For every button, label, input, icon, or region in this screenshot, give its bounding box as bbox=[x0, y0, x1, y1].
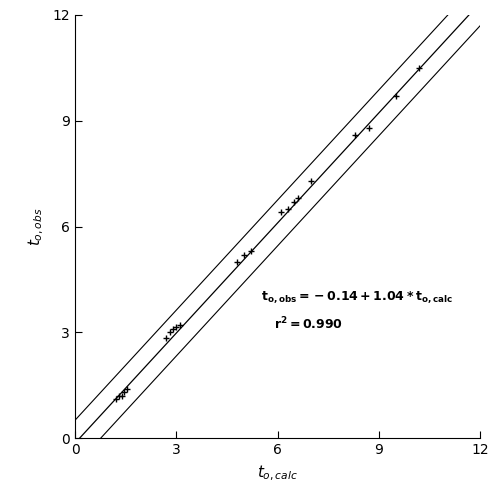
Text: $\mathbf{r^2}$$\mathbf{= 0.990}$: $\mathbf{r^2}$$\mathbf{= 0.990}$ bbox=[274, 315, 343, 332]
Text: $\mathbf{t_{o,obs}}$$\mathbf{= - 0.14 + 1.04 * }$$\mathbf{t_{o,calc}}$: $\mathbf{t_{o,obs}}$$\mathbf{= - 0.14 + … bbox=[260, 289, 452, 305]
Y-axis label: $t_{o,obs}$: $t_{o,obs}$ bbox=[26, 207, 46, 246]
X-axis label: $t_{o,calc}$: $t_{o,calc}$ bbox=[257, 464, 298, 484]
